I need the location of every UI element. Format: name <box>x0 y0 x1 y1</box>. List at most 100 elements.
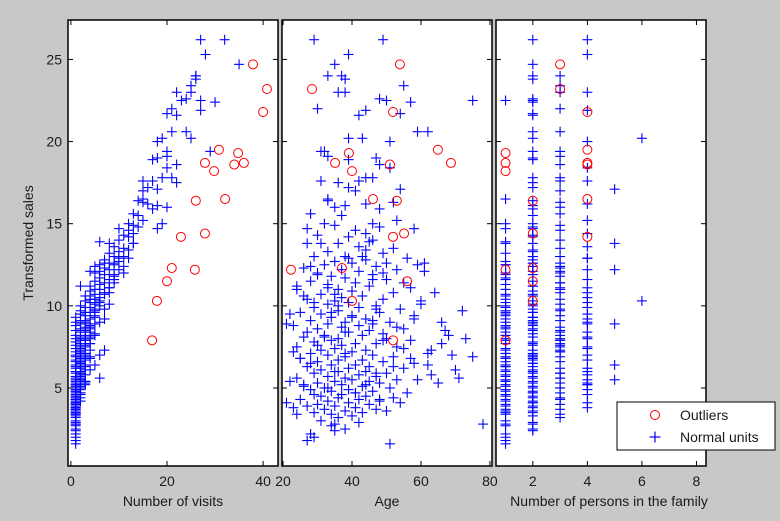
normal-point <box>450 364 461 375</box>
normal-point <box>329 376 340 387</box>
outlier-point <box>527 295 538 306</box>
normal-point <box>109 269 120 280</box>
normal-point <box>353 241 364 252</box>
normal-point <box>360 244 371 255</box>
normal-point <box>333 300 344 311</box>
normal-point <box>582 253 593 264</box>
normal-point <box>433 378 444 389</box>
normal-point <box>70 435 81 446</box>
normal-point <box>367 350 378 361</box>
normal-point <box>395 304 406 315</box>
normal-point <box>412 374 423 385</box>
normal-point <box>555 368 566 379</box>
normal-point <box>288 320 299 331</box>
normal-point <box>340 373 351 384</box>
normal-point <box>405 353 416 364</box>
normal-point <box>636 295 647 306</box>
normal-point <box>457 305 468 316</box>
normal-point <box>166 172 177 183</box>
normal-point <box>315 238 326 249</box>
normal-point <box>378 248 389 259</box>
outliers-series <box>285 59 456 346</box>
y-tick-label: 20 <box>46 134 62 150</box>
normal-point <box>186 87 197 98</box>
normal-point <box>381 95 392 106</box>
normal-point <box>405 335 416 346</box>
normal-point <box>80 379 91 390</box>
normal-point <box>133 210 144 221</box>
x-axis-label: Age <box>375 493 400 509</box>
normal-point <box>123 244 134 255</box>
normal-point <box>312 378 323 389</box>
legend-box <box>616 401 776 451</box>
normal-point <box>329 59 340 70</box>
normal-point <box>137 215 148 226</box>
panel-age: 20 40 60 80 Age <box>275 19 498 509</box>
normal-point <box>391 215 402 226</box>
normal-point <box>94 373 105 384</box>
normal-point <box>347 346 357 357</box>
normal-point <box>343 297 354 308</box>
normal-point <box>309 389 320 400</box>
normal-point <box>109 241 120 252</box>
normal-point <box>113 235 124 246</box>
normal-point <box>152 152 163 163</box>
normal-point <box>436 317 447 328</box>
normal-point <box>315 146 326 157</box>
normal-point <box>412 126 423 137</box>
outlier-point <box>388 106 399 117</box>
normal-point <box>388 361 399 372</box>
outlier-point <box>582 231 593 242</box>
normal-point <box>312 103 323 114</box>
normal-point <box>157 172 168 183</box>
normal-point <box>582 49 593 60</box>
normal-point <box>500 361 511 372</box>
normal-point <box>500 435 511 446</box>
normal-point <box>142 198 153 209</box>
normal-point <box>527 182 538 193</box>
normal-point <box>309 407 320 418</box>
normal-point <box>137 197 148 208</box>
legend-normal-label: Normal units <box>680 429 759 445</box>
normal-point <box>527 358 538 369</box>
normal-point <box>181 93 192 104</box>
normal-point <box>555 159 566 170</box>
normal-point <box>315 415 326 426</box>
axes-frame <box>67 19 279 467</box>
normal-point <box>302 435 313 446</box>
normal-point <box>291 409 302 420</box>
normal-point <box>360 391 371 402</box>
x-tick-label: 2 <box>529 473 537 489</box>
x-tick-label: 4 <box>583 473 591 489</box>
normal-point <box>295 353 306 364</box>
outlier-point <box>500 166 511 177</box>
normal-point <box>609 238 620 249</box>
normal-point <box>104 282 115 293</box>
normal-point <box>367 274 378 285</box>
normal-point <box>347 286 357 297</box>
normal-point <box>555 175 566 186</box>
normal-point <box>326 359 337 370</box>
normal-point <box>357 133 368 144</box>
normal-point <box>181 126 192 137</box>
normal-point <box>527 397 538 408</box>
normal-point <box>315 309 326 320</box>
normal-point <box>384 438 395 449</box>
normal-point <box>309 34 320 45</box>
normal-point <box>527 425 538 436</box>
normal-point <box>388 351 399 362</box>
outlier-point <box>337 263 347 274</box>
normal-point <box>374 159 385 170</box>
normal-point <box>395 184 406 195</box>
normal-point <box>319 218 330 229</box>
normal-point <box>555 225 566 236</box>
normal-point <box>343 182 354 193</box>
normal-point <box>371 261 382 272</box>
normal-point <box>333 333 344 344</box>
normal-point <box>500 376 511 387</box>
normal-point <box>609 264 620 275</box>
outlier-point <box>190 195 201 206</box>
normal-point <box>357 251 368 262</box>
normal-point <box>405 97 416 108</box>
normal-point <box>75 309 86 320</box>
